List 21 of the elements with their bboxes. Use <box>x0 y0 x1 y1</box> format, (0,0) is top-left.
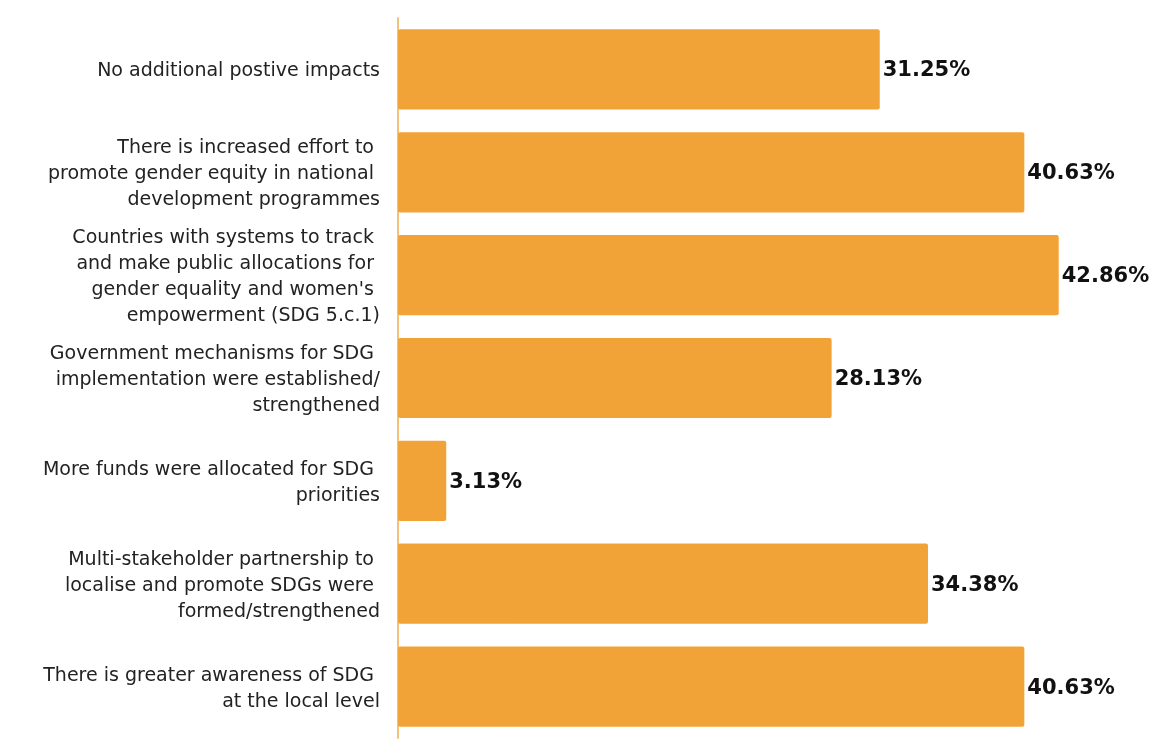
y-tick-label: There is increased effort to promote gender equity in national development programmes <box>48 135 380 210</box>
data-label: 31.25% <box>882 57 971 82</box>
y-tick-label: Countries with systems to track and make public allocations for gender equality and women's empowerment (SDG 5.c.1) <box>72 225 380 326</box>
y-tick-label: No additional postive impacts <box>97 58 380 81</box>
bar <box>398 132 1025 213</box>
data-label: 40.63% <box>1027 674 1115 699</box>
data-label: 3.13% <box>449 468 523 493</box>
bar <box>398 337 832 419</box>
data-label: 40.63% <box>1027 160 1115 185</box>
bar <box>398 646 1025 727</box>
bar <box>398 29 880 110</box>
data-label: 34.38% <box>930 571 1019 596</box>
bar <box>398 543 928 624</box>
y-tick-label: There is greater awareness of SDG at the local level <box>42 662 380 711</box>
data-label: 42.86% <box>1061 263 1150 288</box>
bar <box>398 235 1059 316</box>
data-label: 28.13% <box>834 366 923 390</box>
bar <box>398 440 447 521</box>
y-tick-label: Government mechanisms for SDG implementation were established/strengthened <box>49 341 381 415</box>
y-tick-label: Multi-stakeholder partnership to localise and promote SDGs were formed/strengthened <box>64 546 380 621</box>
y-tick-label: More funds were allocated for SDG priorities <box>42 456 380 505</box>
